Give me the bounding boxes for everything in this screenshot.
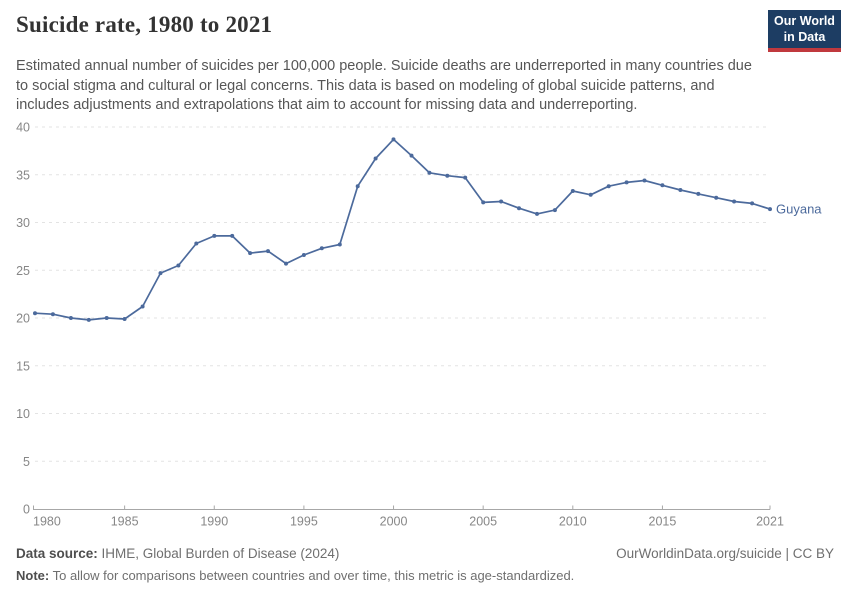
data-point-1984[interactable] <box>104 316 109 320</box>
chart-note: Note: To allow for comparisons between c… <box>16 568 834 583</box>
y-tick-label-35: 35 <box>16 168 30 182</box>
data-point-2011[interactable] <box>588 192 593 197</box>
y-tick-label-40: 40 <box>16 121 30 135</box>
x-tick-label-2000: 2000 <box>380 515 408 529</box>
data-point-2012[interactable] <box>606 184 611 189</box>
data-point-2009[interactable] <box>552 208 557 213</box>
chart-footer: Data source: IHME, Global Burden of Dise… <box>16 546 834 561</box>
data-point-1995[interactable] <box>301 253 306 257</box>
x-tick-label-1985: 1985 <box>111 515 139 529</box>
page-title: Suicide rate, 1980 to 2021 <box>16 12 273 37</box>
chart-subtitle: Estimated annual number of suicides per … <box>16 58 752 113</box>
data-point-1981[interactable] <box>50 312 55 317</box>
data-point-1982[interactable] <box>68 316 73 320</box>
owid-logo[interactable]: Our World in Data <box>768 10 841 52</box>
x-tick-label-2010: 2010 <box>559 515 587 529</box>
note-text: To allow for comparisons between countri… <box>49 568 575 583</box>
data-point-1989[interactable] <box>194 241 199 246</box>
y-tick-label-15: 15 <box>16 359 30 373</box>
series-label-guyana[interactable]: Guyana <box>776 202 822 217</box>
line-chart: 0 5 10 15 20 25 30 35 40 1980 1985 1990 1995 2000 2005… <box>0 110 850 540</box>
x-tick-label-1990: 1990 <box>200 515 228 529</box>
y-tick-label-30: 30 <box>16 216 30 230</box>
note-label: Note: <box>16 568 50 583</box>
data-point-2020[interactable] <box>750 201 755 206</box>
data-point-2007[interactable] <box>517 206 521 211</box>
x-tick-label-2015: 2015 <box>649 515 677 529</box>
y-tick-label-0: 0 <box>23 503 30 517</box>
line-chart-svg: 0 5 10 15 20 25 30 35 40 1980 1985 1990 1995 2000 2005… <box>16 121 822 529</box>
x-tick-label-1980: 1980 <box>33 515 61 529</box>
data-source-text: IHME, Global Burden of Disease (2024) <box>97 546 340 561</box>
data-point-2019[interactable] <box>732 199 737 204</box>
license-link[interactable]: OurWorldinData.org/suicide | CC BY <box>616 546 834 561</box>
data-point-2010[interactable] <box>570 189 575 193</box>
data-point-1983[interactable] <box>86 317 91 322</box>
owid-logo-line1: Our World <box>774 14 835 28</box>
data-source-label: Data source: <box>16 546 98 561</box>
y-tick-label-5: 5 <box>23 455 30 469</box>
data-point-1999[interactable] <box>373 156 378 161</box>
data-point-2017[interactable] <box>696 191 701 196</box>
series-line-guyana[interactable] <box>34 138 771 321</box>
owid-logo-line2: in Data <box>783 30 826 44</box>
data-point-2006[interactable] <box>499 199 504 204</box>
data-point-1985[interactable] <box>122 317 127 321</box>
data-point-1996[interactable] <box>319 246 324 251</box>
data-point-2021[interactable] <box>768 207 772 212</box>
data-point-1993[interactable] <box>266 249 270 254</box>
data-point-1991[interactable] <box>230 233 235 238</box>
data-point-1997[interactable] <box>337 242 342 247</box>
data-point-2015[interactable] <box>660 183 665 188</box>
data-point-2008[interactable] <box>535 211 539 216</box>
data-point-1990[interactable] <box>212 233 217 238</box>
data-point-2000[interactable] <box>391 137 396 142</box>
data-point-2004[interactable] <box>463 175 468 180</box>
data-point-2018[interactable] <box>714 195 719 200</box>
data-point-2005[interactable] <box>481 200 486 205</box>
data-point-2016[interactable] <box>678 188 683 192</box>
data-point-1980[interactable] <box>33 311 37 316</box>
data-point-1998[interactable] <box>355 184 360 189</box>
y-tick-label-25: 25 <box>16 264 30 278</box>
data-point-2014[interactable] <box>642 178 647 183</box>
data-point-1988[interactable] <box>176 263 181 268</box>
y-tick-label-10: 10 <box>16 407 30 421</box>
data-point-2001[interactable] <box>409 153 414 158</box>
data-point-1987[interactable] <box>158 271 163 276</box>
data-point-2002[interactable] <box>427 170 432 175</box>
x-tick-label-2021: 2021 <box>756 515 784 529</box>
x-tick-label-1995: 1995 <box>290 515 318 529</box>
data-point-1992[interactable] <box>248 251 253 256</box>
data-point-2013[interactable] <box>624 180 629 185</box>
data-point-1994[interactable] <box>284 261 288 266</box>
x-tick-label-2005: 2005 <box>469 515 497 529</box>
y-tick-label-20: 20 <box>16 312 30 326</box>
data-point-2003[interactable] <box>445 173 450 178</box>
data-source: Data source: IHME, Global Burden of Dise… <box>16 546 339 561</box>
data-point-1986[interactable] <box>140 304 145 309</box>
